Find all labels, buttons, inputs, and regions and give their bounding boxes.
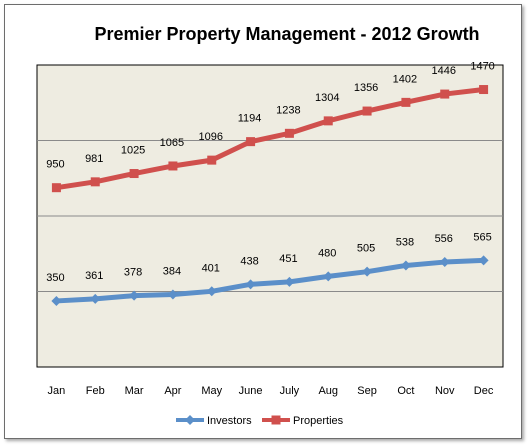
data-label: 1238 <box>276 104 300 116</box>
data-label: 401 <box>202 262 220 274</box>
data-point <box>479 85 489 95</box>
x-tick-label: Sep <box>357 385 377 397</box>
x-axis-ticks: Jan Feb Mar Apr May June July Aug Sep Oct Nov Dec <box>48 385 494 397</box>
x-tick-label: July <box>280 385 300 397</box>
data-point <box>90 177 100 187</box>
data-point <box>129 290 140 301</box>
data-point <box>362 106 372 116</box>
data-point <box>168 161 178 171</box>
gridlines <box>37 140 503 292</box>
series-investors: 350 361 378 384 401 438 451 480 505 538 556 565 <box>46 231 492 306</box>
series-line-investors <box>53 257 487 304</box>
data-label: 350 <box>46 272 64 284</box>
series-properties: 950 981 1025 1065 1096 1194 1238 1304 1356 1402 14… <box>46 61 495 193</box>
data-point <box>90 293 101 304</box>
data-label: 451 <box>279 253 297 265</box>
data-label: 438 <box>240 255 258 267</box>
data-label: 950 <box>46 159 64 171</box>
x-tick-label: Mar <box>125 385 144 397</box>
x-tick-label: Apr <box>164 385 181 397</box>
data-label: 480 <box>318 247 336 259</box>
legend-label: Properties <box>293 415 344 427</box>
data-label: 565 <box>473 231 491 243</box>
data-point <box>401 97 411 107</box>
data-point <box>284 276 295 287</box>
x-tick-label: Oct <box>397 385 414 397</box>
data-label: 1096 <box>199 131 223 143</box>
data-point <box>206 286 217 297</box>
data-label: 1402 <box>393 73 417 85</box>
data-label: 505 <box>357 243 375 255</box>
data-point <box>246 137 256 147</box>
x-tick-label: Dec <box>474 385 494 397</box>
x-tick-label: May <box>201 385 222 397</box>
chart-title: Premier Property Management - 2012 Growt… <box>94 24 479 44</box>
x-tick-label: June <box>239 385 263 397</box>
data-point <box>439 257 450 268</box>
legend-item-properties: Properties <box>262 415 344 427</box>
data-point <box>400 260 411 271</box>
x-tick-label: Feb <box>86 385 105 397</box>
legend: Investors Properties <box>176 415 344 427</box>
data-label: 1065 <box>160 137 184 149</box>
legend-marker <box>271 415 281 425</box>
data-point <box>129 169 139 179</box>
data-label: 384 <box>163 266 181 278</box>
data-point <box>284 128 294 138</box>
data-point <box>51 295 62 306</box>
data-label: 361 <box>85 270 103 282</box>
data-label: 538 <box>396 236 414 248</box>
data-point <box>207 155 217 165</box>
data-point <box>51 183 61 193</box>
data-label: 1304 <box>315 92 339 104</box>
data-point <box>478 255 489 266</box>
data-point <box>323 271 334 282</box>
data-label: 1194 <box>238 113 262 125</box>
x-tick-label: Aug <box>318 385 338 397</box>
data-label: 378 <box>124 267 142 279</box>
data-point <box>323 116 333 126</box>
legend-marker <box>185 415 195 425</box>
data-label: 981 <box>85 153 103 165</box>
x-tick-label: Jan <box>48 385 66 397</box>
data-label: 1356 <box>354 82 378 94</box>
data-label: 1470 <box>470 61 494 73</box>
data-label: 556 <box>435 233 453 245</box>
legend-label: Investors <box>207 415 252 427</box>
data-point <box>245 279 256 290</box>
data-point <box>167 289 178 300</box>
data-point <box>362 266 373 277</box>
data-point <box>440 89 450 99</box>
legend-item-investors: Investors <box>176 415 252 427</box>
data-label: 1025 <box>121 145 145 157</box>
series-line-properties <box>53 87 487 191</box>
data-label: 1446 <box>432 65 456 77</box>
x-tick-label: Nov <box>435 385 455 397</box>
